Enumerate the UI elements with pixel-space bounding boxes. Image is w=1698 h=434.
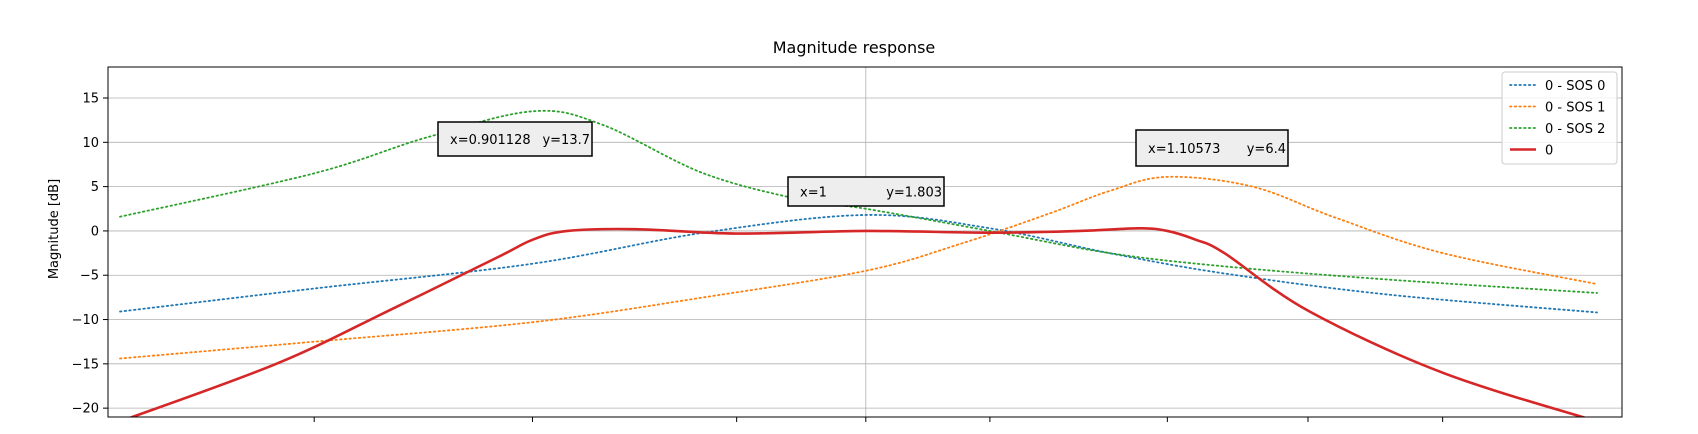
annotation-frame [1135,129,1289,167]
series-line-1 [119,175,1598,360]
legend-frame [1501,71,1618,165]
annotation-box: x=1.10573 y=6.4 [1135,129,1289,167]
y-tick-label: 5 [91,180,99,195]
y-axis-label: Magnitude [dB] [47,179,62,279]
grid-lines [108,67,1622,417]
axis-ticks: 15 10 5 0 −5 −10 −15 −20 [72,92,1444,422]
annotation-box: x=1 y=1.803 [787,176,945,207]
chart-title: Magnitude response [773,38,936,57]
y-tick-label: 10 [82,136,99,151]
plot-frame [107,66,1623,418]
y-tick-label: −5 [80,269,99,284]
annotations: x=0.901128 y=13.7 x=1 y=1.803 x=1.10573 y=6.4 [437,121,1289,207]
annotation-x-text: x=1.10573 [1148,142,1220,157]
legend-label: 0 [1545,144,1553,159]
y-tick-label: 15 [82,92,99,107]
annotation-frame [787,176,945,207]
legend-label: 0 - SOS 0 [1545,79,1605,94]
annotation-box: x=0.901128 y=13.7 [437,121,593,157]
annotation-y-text: y=6.4 [1247,142,1286,157]
annotation-y-text: y=1.803 [886,186,942,201]
series-layer [119,109,1598,417]
annotation-frame [437,121,593,157]
annotation-y-text: y=13.7 [542,133,590,148]
legend-label: 0 - SOS 2 [1545,122,1605,137]
annotation-x-text: x=0.901128 [450,133,531,148]
legend: 0 - SOS 0 0 - SOS 1 0 - SOS 2 0 [1501,71,1618,165]
y-tick-label: −20 [72,402,99,417]
series-line-3 [128,226,1587,417]
annotation-x-text: x=1 [800,186,827,201]
legend-label: 0 - SOS 1 [1545,101,1605,116]
y-tick-label: 0 [91,224,99,239]
y-tick-label: −10 [72,313,99,328]
series-line-0 [119,214,1598,314]
y-tick-label: −15 [72,357,99,372]
